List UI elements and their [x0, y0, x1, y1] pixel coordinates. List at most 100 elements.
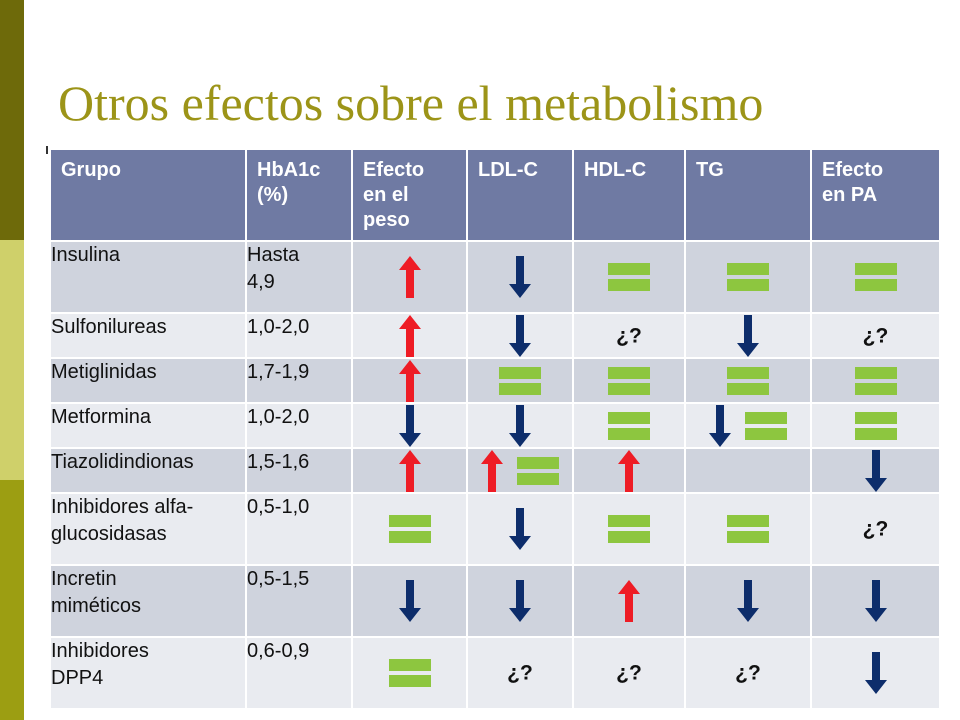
effect-symbols: [353, 359, 466, 402]
effect-symbols: [353, 404, 466, 447]
green-equal-icon: [388, 659, 431, 687]
effect-symbols: [574, 580, 684, 622]
red-up-arrow-icon: [481, 449, 503, 492]
cell-hba1c: 1,0-2,0: [245, 402, 353, 449]
effect-symbols: [353, 314, 466, 357]
cell-effect-hdl: [572, 447, 686, 494]
cell-effect-ldl: [466, 447, 574, 494]
cell-effect-ldl: [466, 312, 574, 359]
effect-symbols: [686, 314, 810, 357]
green-equal-icon: [608, 515, 650, 543]
green-equal-icon: [388, 515, 431, 543]
effect-symbols: [468, 404, 572, 447]
cell-effect-weight: [351, 447, 468, 494]
effect-symbols: [468, 449, 572, 492]
effect-symbols: [468, 366, 572, 395]
cell-effect-hdl: [572, 564, 686, 638]
green-equal-icon: [727, 263, 769, 291]
column-header-hdl: HDL-C: [572, 148, 686, 242]
cell-effect-pa: [810, 402, 941, 449]
side-accent-bar-top: [0, 0, 24, 240]
effect-symbols: [812, 652, 939, 694]
column-header-weight: Efecto en el peso: [351, 148, 468, 242]
effect-symbols: [468, 580, 572, 622]
table-row: Metiglinidas 1,7-1,9: [49, 357, 941, 404]
red-up-arrow-icon: [618, 449, 640, 492]
effect-symbols: [468, 256, 572, 298]
cell-effect-hdl: [572, 402, 686, 449]
unknown-marker: ¿?: [735, 661, 761, 685]
table-row: Inhibidores alfa-glucosidasas 0,5-1,0 ¿?: [49, 492, 941, 566]
blue-down-arrow-icon: [864, 652, 887, 694]
cell-grupo: Incretin miméticos: [49, 564, 247, 638]
cell-effect-weight: [351, 402, 468, 449]
column-header-pa: Efecto en PA: [810, 148, 941, 242]
cell-effect-weight: [351, 240, 468, 314]
cell-effect-hdl: [572, 240, 686, 314]
cell-effect-pa: [810, 357, 941, 404]
effect-symbols: [574, 515, 684, 543]
cell-effect-pa: [810, 240, 941, 314]
cell-effect-weight: [351, 357, 468, 404]
effect-symbols: [812, 411, 939, 440]
blue-down-arrow-icon: [709, 404, 731, 447]
red-up-arrow-icon: [398, 359, 421, 402]
slide-title: Otros efectos sobre el metabolismo: [58, 75, 764, 131]
cell-hba1c: 0,6-0,9: [245, 636, 353, 710]
metabolic-effects-table: Grupo HbA1c (%) Efecto en el peso LDL-C HDL-C TG…: [49, 148, 941, 710]
cell-effect-tg: [684, 492, 812, 566]
side-accent-bar-bottom: [0, 480, 24, 720]
blue-down-arrow-icon: [509, 508, 531, 550]
green-equal-icon: [727, 366, 769, 395]
cell-grupo: Metiglinidas: [49, 357, 247, 404]
unknown-marker: ¿?: [616, 324, 642, 347]
effect-symbols: [574, 263, 684, 291]
cell-grupo: Tiazolidindionas: [49, 447, 247, 494]
effect-symbols: [686, 404, 810, 447]
green-equal-icon: [854, 366, 897, 395]
table-row: Tiazolidindionas 1,5-1,6: [49, 447, 941, 494]
effect-symbols: [574, 366, 684, 395]
effect-symbols: [686, 366, 810, 395]
cell-effect-ldl: [466, 240, 574, 314]
effect-symbols: ¿?: [812, 519, 939, 540]
red-up-arrow-icon: [618, 580, 640, 622]
cell-effect-weight: [351, 312, 468, 359]
red-up-arrow-icon: [398, 449, 421, 492]
cell-effect-ldl: [466, 357, 574, 404]
blue-down-arrow-icon: [509, 314, 531, 357]
cell-grupo: Insulina: [49, 240, 247, 314]
table-row: Inhibidores DPP4 0,6-0,9 ¿? ¿? ¿?: [49, 636, 941, 710]
effect-symbols: [353, 659, 466, 687]
cell-grupo: Metformina: [49, 402, 247, 449]
effect-symbols: [574, 411, 684, 440]
effect-symbols: [353, 256, 466, 298]
cell-hba1c: 0,5-1,0: [245, 492, 353, 566]
effect-symbols: [812, 449, 939, 492]
green-equal-icon: [608, 411, 650, 440]
cell-effect-ldl: [466, 564, 574, 638]
blue-down-arrow-icon: [509, 580, 531, 622]
effect-symbols: ¿?: [574, 325, 684, 346]
table-row: Metformina 1,0-2,0: [49, 402, 941, 449]
effect-symbols: ¿?: [686, 663, 810, 684]
column-header-tg: TG: [684, 148, 812, 242]
cell-hba1c: 1,7-1,9: [245, 357, 353, 404]
effect-symbols: ¿?: [574, 663, 684, 684]
effect-symbols: [574, 449, 684, 492]
effect-symbols: [468, 314, 572, 357]
green-equal-icon: [517, 456, 559, 485]
cell-hba1c: 1,5-1,6: [245, 447, 353, 494]
green-equal-icon: [608, 263, 650, 291]
cell-effect-hdl: [572, 492, 686, 566]
cell-effect-tg: ¿?: [684, 636, 812, 710]
title-rule: [46, 146, 48, 154]
effect-symbols: [686, 515, 810, 543]
cell-effect-tg: [684, 312, 812, 359]
cell-effect-tg: [684, 240, 812, 314]
green-equal-icon: [854, 263, 897, 291]
effect-symbols: [812, 580, 939, 622]
green-equal-icon: [745, 411, 787, 440]
blue-down-arrow-icon: [509, 404, 531, 447]
table-header-row: Grupo HbA1c (%) Efecto en el peso LDL-C HDL-C TG…: [49, 148, 941, 242]
